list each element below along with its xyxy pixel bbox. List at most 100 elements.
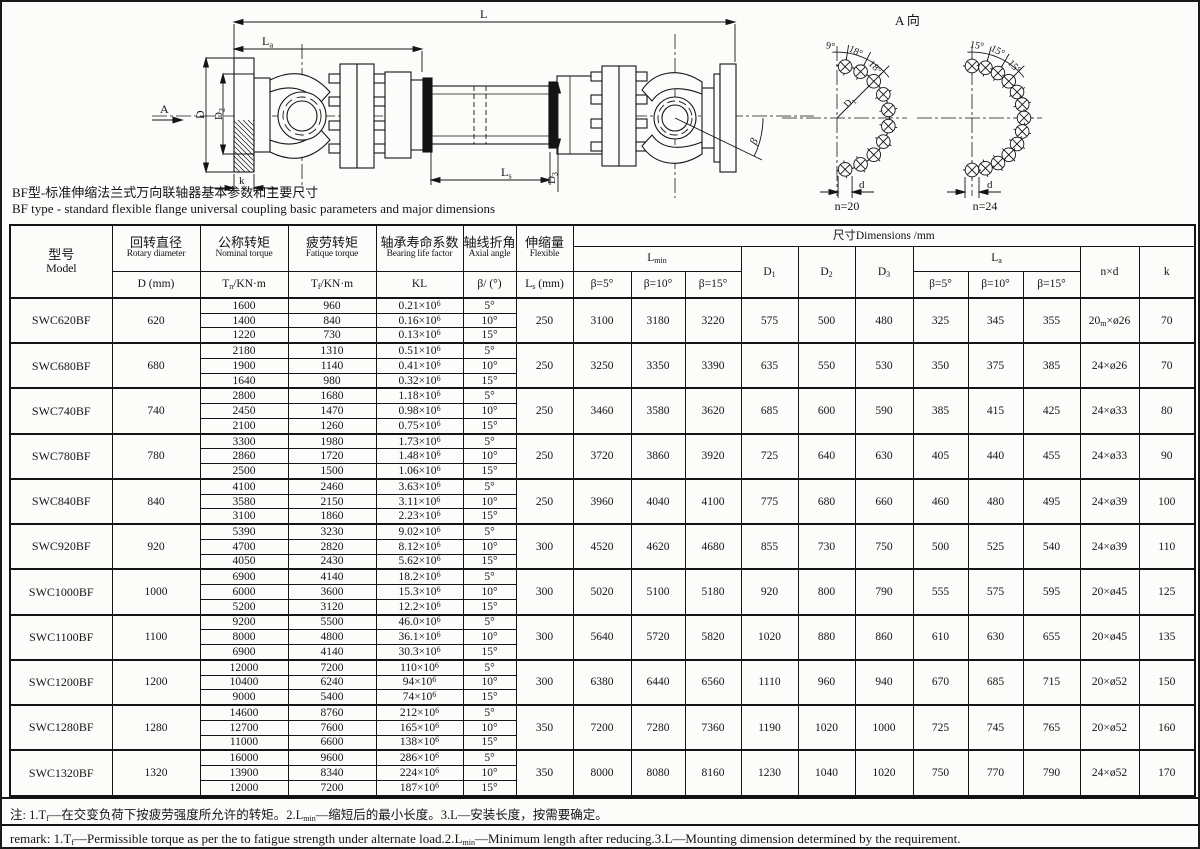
dim-label-D1: D1 (842, 94, 859, 111)
cell-model: SWC740BF (9, 387, 113, 435)
cell-lmin-1: 7280 (630, 704, 686, 751)
table-row: 2860 1720 1.48×106 10° (10, 448, 1195, 465)
cell-fatigue-torque: 3230 (287, 523, 377, 540)
bolt-hole (1017, 126, 1028, 137)
cell-k: 150 (1138, 658, 1196, 706)
cell-lmin-0: 3250 (572, 342, 632, 389)
cell-axial-angle: 5° (462, 342, 517, 360)
cell-lmin-0: 3960 (572, 477, 632, 525)
cell-nominal-torque: 2450 (199, 403, 289, 419)
lmin-beta-5: β=5° (572, 270, 632, 299)
cell-fatigue-torque: 4140 (287, 644, 377, 661)
technical-drawing: L La Ls D D2 D3 k β A A 向 D1 d d n=20 n=… (152, 7, 1042, 213)
bolt-view-left (782, 44, 907, 198)
cell-axial-angle: 10° (462, 765, 517, 781)
view-a-arrow-icon (152, 116, 184, 124)
header-cn: 轴承寿命系数 (380, 235, 459, 251)
cell-lmin-1: 8080 (630, 749, 686, 797)
cell-bearing-life: 212×106 (375, 704, 464, 721)
col-header-bearing-life: 轴承寿命系数 Bearing life factor (375, 224, 464, 272)
cell-d2: 680 (797, 477, 856, 525)
cell-axial-angle: 10° (462, 584, 517, 600)
cell-axial-angle: 15° (462, 417, 517, 435)
cell-la-2: 495 (1022, 477, 1081, 525)
angle-label: 15° (989, 43, 1006, 59)
cell-d1: 685 (740, 387, 799, 435)
cell-k: 70 (1138, 296, 1196, 344)
cell-bearing-life: 138×106 (375, 734, 464, 751)
cell-nominal-torque: 2860 (199, 448, 289, 465)
cell-lmin-2: 3220 (684, 296, 742, 344)
cell-d1: 775 (740, 477, 799, 525)
cell-lmin-1: 5720 (630, 613, 686, 661)
col-header-dimensions: 尺寸Dimensions /mm (572, 224, 1196, 247)
bolt-hole (855, 66, 866, 77)
cell-d1: 725 (740, 432, 799, 480)
cell-axial-angle: 5° (462, 387, 517, 405)
cell-la-0: 750 (912, 749, 969, 797)
cell-la-2: 715 (1022, 658, 1081, 706)
unit-fatigue-torque: Tf/KN·m (287, 270, 377, 299)
cell-axial-angle: 5° (462, 523, 517, 540)
cell-fatigue-torque: 7200 (287, 658, 377, 676)
cell-axial-angle: 5° (462, 568, 517, 586)
bolt-hole (1011, 138, 1023, 150)
cell-bearing-life: 224×106 (375, 765, 464, 781)
cell-nominal-torque: 1600 (199, 296, 289, 314)
cell-fatigue-torque: 2820 (287, 538, 377, 555)
cell-axial-angle: 15° (462, 779, 517, 797)
cell-k: 170 (1138, 749, 1196, 797)
cell-lmin-1: 6440 (630, 658, 686, 706)
cell-d1: 855 (740, 523, 799, 570)
cell-fatigue-torque: 8760 (287, 704, 377, 721)
cell-rotary-diameter: 780 (111, 432, 201, 480)
cell-nominal-torque: 11000 (199, 734, 289, 751)
cell-bearing-life: 1.73×106 (375, 432, 464, 450)
title-cn: BF型-标准伸缩法兰式万向联轴器基本参数和主要尺寸 (12, 185, 319, 200)
dim-label-beta: β (747, 136, 761, 147)
cell-d1: 1190 (740, 704, 799, 751)
cell-d2: 730 (797, 523, 856, 570)
cell-axial-angle: 5° (462, 477, 517, 495)
cell-model: SWC680BF (9, 342, 113, 389)
cell-d3: 940 (854, 658, 914, 706)
cell-la-1: 415 (967, 387, 1024, 435)
cell-lmin-1: 3350 (630, 342, 686, 389)
cell-axial-angle: 10° (462, 538, 517, 555)
col-header-model: 型号 Model (9, 224, 113, 299)
cell-bearing-life: 1.48×106 (375, 448, 464, 465)
cell-axial-angle: 10° (462, 312, 517, 329)
cell-la-1: 440 (967, 432, 1024, 480)
dim-label-d-right: d (987, 179, 993, 191)
cell-d2: 600 (797, 387, 856, 435)
bolt-hole (992, 67, 1004, 79)
unit-axial-angle: β/ (°) (462, 270, 517, 299)
table-row: 13900 8340 224×106 10° (10, 765, 1195, 781)
cell-flexible: 250 (515, 296, 574, 344)
cell-fatigue-torque: 9600 (287, 749, 377, 767)
col-header-la: La (912, 245, 1081, 272)
table-row: SWC1200BF 1200 12000 7200 110×106 5° 300 6380 64… (9, 658, 1196, 706)
cell-bearing-life: 30.3×106 (375, 644, 464, 661)
cell-lmin-0: 3460 (572, 387, 632, 435)
spec-table: 型号 Model 回转直径 Rotary diameter 公称转矩 Nomin… (9, 224, 1197, 797)
cell-lmin-0: 3720 (572, 432, 632, 480)
lmin-beta-15: β=15° (684, 270, 742, 299)
cell-lmin-1: 4620 (630, 523, 686, 570)
hatch-line (233, 165, 241, 173)
dimensions (202, 18, 764, 192)
cell-bearing-life: 286×106 (375, 749, 464, 767)
cell-nxd: 20×ø45 (1079, 568, 1140, 616)
hatch-line (233, 135, 255, 157)
cell-flexible: 350 (515, 749, 574, 797)
bolt-hole (1003, 76, 1014, 87)
cell-nominal-torque: 2800 (199, 387, 289, 405)
bolt-hole (883, 121, 894, 132)
cell-fatigue-torque: 8340 (287, 765, 377, 781)
cell-fatigue-torque: 4800 (287, 629, 377, 646)
cell-la-0: 405 (912, 432, 969, 480)
cell-k: 70 (1138, 342, 1196, 389)
cell-lmin-1: 3860 (630, 432, 686, 480)
dim-label-L: L (480, 7, 487, 21)
cell-fatigue-torque: 1140 (287, 358, 377, 374)
